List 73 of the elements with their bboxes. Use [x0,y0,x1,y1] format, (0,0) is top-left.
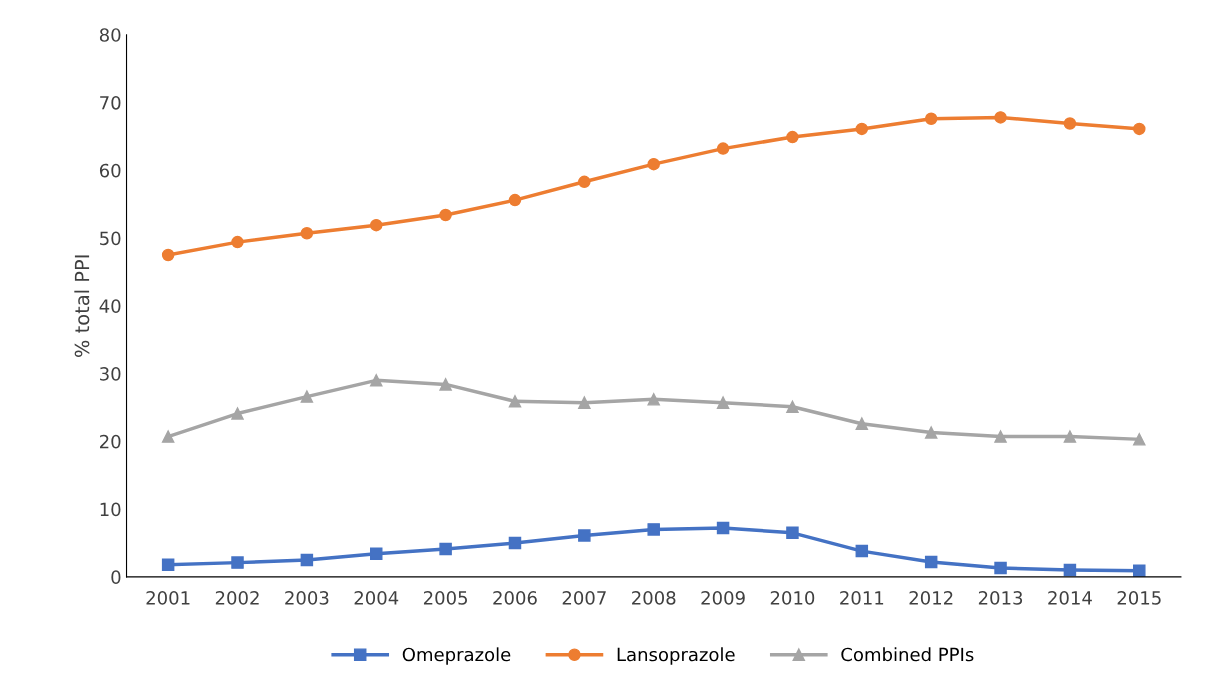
y-axis-title: % total PPI [74,255,90,357]
point [924,112,938,126]
y-tick-label: 0 [111,570,121,584]
point [508,395,522,408]
point [786,400,799,414]
x-tick-label: 2012 [909,591,953,605]
point [994,561,1007,575]
point [855,544,869,558]
point [161,430,175,443]
point [439,378,452,391]
y-tick-label: 70 [100,95,121,110]
x-tick-label: 2010 [770,591,815,605]
point [439,208,452,222]
point [924,426,938,439]
x-tick-label: 2003 [285,591,329,605]
legend-label: Combined PPIs [841,647,974,662]
point [231,235,244,249]
point [578,175,591,189]
x-tick-label: 2009 [701,591,745,605]
point [786,526,799,540]
y-tick-label: 50 [100,231,121,246]
point [716,521,730,535]
x-tick-label: 2013 [978,591,1023,605]
point [300,390,314,403]
point [300,227,314,240]
point [578,396,591,409]
point [508,193,522,207]
point [1063,563,1077,577]
y-tick-label: 10 [100,502,121,517]
y-tick-label: 30 [100,367,121,381]
point [439,542,452,556]
point [369,218,383,232]
legend-label: Omeprazole [402,647,511,665]
point [994,111,1007,124]
point [1133,433,1146,446]
point [161,248,175,262]
x-tick-label: 2008 [632,591,676,605]
x-tick-label: 2002 [215,591,259,605]
point [855,122,869,136]
legend-label: Lansoprazole [617,647,735,665]
point [924,555,938,569]
point [647,157,660,171]
x-tick-label: 2006 [493,591,537,605]
point [231,407,244,420]
x-tick-label: 2001 [146,591,190,605]
point [716,396,730,409]
point [647,523,660,536]
y-tick-label: 40 [99,299,121,313]
point [161,558,175,571]
point [1063,430,1077,443]
point [855,417,869,430]
x-tick-label: 2004 [354,591,399,605]
point [1133,564,1146,577]
point [369,547,383,561]
point [994,430,1007,443]
x-tick-label: 2015 [1117,591,1161,605]
point [786,130,799,144]
point [1063,117,1077,130]
point [508,536,522,550]
point [231,556,244,569]
point [300,553,314,567]
point [578,529,591,542]
point [647,393,660,406]
x-tick-label: 2007 [562,591,606,605]
x-tick-label: 2014 [1048,591,1092,605]
point [716,142,730,155]
x-tick-label: 2011 [840,591,884,605]
y-tick-label: 60 [99,163,121,178]
point [369,374,383,387]
y-tick-label: 80 [99,28,121,42]
point [1133,122,1146,136]
y-tick-label: 20 [100,434,121,449]
x-tick-label: 2005 [423,591,468,605]
